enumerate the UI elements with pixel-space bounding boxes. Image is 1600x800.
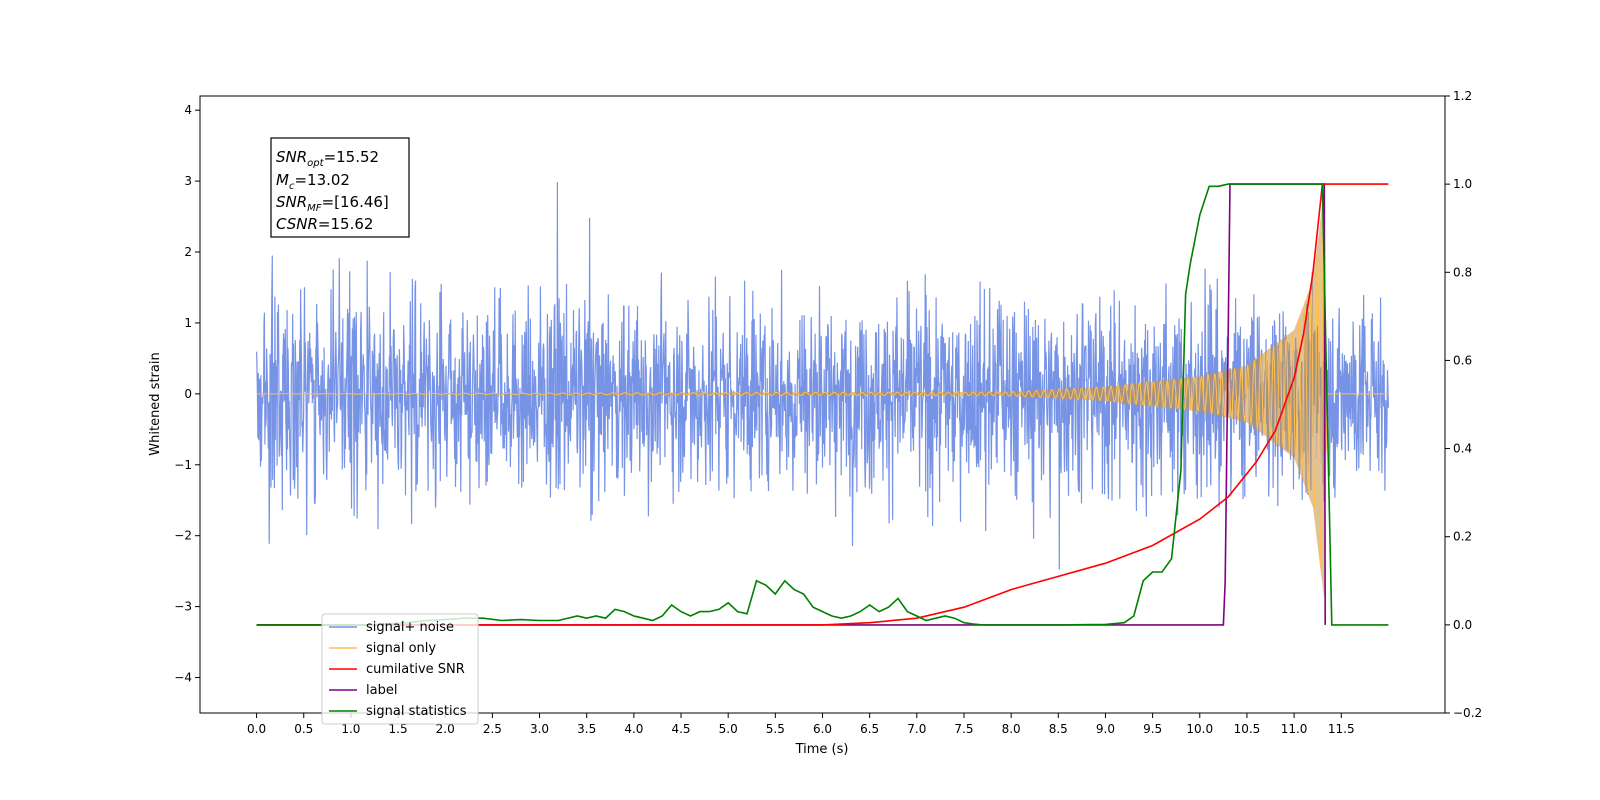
- right-y-tick-label: 1.0: [1453, 177, 1472, 191]
- series-signal-statistics: [256, 183, 1389, 626]
- x-tick-label: 11.0: [1281, 722, 1308, 736]
- legend-label: signal statistics: [366, 704, 467, 719]
- x-tick-label: 3.5: [577, 722, 596, 736]
- left-y-tick-label: 4: [184, 103, 192, 117]
- x-tick-label: 8.0: [1002, 722, 1021, 736]
- legend-label: label: [366, 683, 397, 698]
- x-tick-label: 5.0: [719, 722, 738, 736]
- right-y-tick-label: 0.6: [1453, 353, 1472, 367]
- left-y-tick-label: 3: [184, 174, 192, 188]
- legend-label: signal only: [366, 641, 436, 656]
- series-signal-noise: [256, 181, 1389, 570]
- right-y-tick-label: 0.4: [1453, 442, 1472, 456]
- x-tick-label: 11.5: [1328, 722, 1355, 736]
- left-y-tick-label: −3: [174, 600, 192, 614]
- right-y-axis-ticks: 1.2 1.0 0.8 0.6 0.4 0.2 0.0 −0.2: [1445, 89, 1482, 720]
- right-axis-series: [256, 183, 1389, 626]
- left-y-axis-ticks: 4 3 2 1 0 −1 −2 −3 −4: [174, 103, 200, 685]
- annotation-line-mc: Mc=13.02: [276, 171, 350, 192]
- annotation-box: SNRopt=15.52 Mc=13.02 SNRMF=[16.46] CSNR…: [270, 137, 410, 238]
- x-tick-label: 6.5: [860, 722, 879, 736]
- right-y-tick-label: 0.0: [1453, 618, 1472, 632]
- x-tick-label: 2.0: [436, 722, 455, 736]
- x-tick-label: 6.0: [813, 722, 832, 736]
- x-tick-label: 1.5: [389, 722, 408, 736]
- right-y-tick-label: −0.2: [1453, 706, 1482, 720]
- x-tick-label: 10.0: [1186, 722, 1213, 736]
- left-y-tick-label: −1: [174, 458, 192, 472]
- legend-label: signal+ noise: [366, 620, 454, 635]
- annotation-line-snr-mf: SNRMF=[16.46]: [276, 193, 389, 214]
- right-y-tick-label: 0.2: [1453, 530, 1472, 544]
- plot-area: [256, 181, 1389, 626]
- annotation-line-snr-opt: SNRopt=15.52: [276, 148, 379, 169]
- left-y-tick-label: 2: [184, 245, 192, 259]
- x-tick-label: 3.0: [530, 722, 549, 736]
- series-cumilative-snr: [256, 183, 1389, 626]
- x-tick-label: 1.0: [341, 722, 360, 736]
- x-tick-label: 0.5: [294, 722, 313, 736]
- x-tick-label: 10.5: [1234, 722, 1261, 736]
- legend: signal+ noise signal only cumilative SNR la…: [321, 613, 479, 725]
- right-y-tick-label: 0.8: [1453, 265, 1472, 279]
- x-tick-label: 9.0: [1096, 722, 1115, 736]
- right-y-tick-label: 1.2: [1453, 89, 1472, 103]
- x-tick-label: 9.5: [1143, 722, 1162, 736]
- x-tick-label: 4.0: [624, 722, 643, 736]
- left-y-tick-label: 0: [184, 387, 192, 401]
- x-tick-label: 7.0: [907, 722, 926, 736]
- x-tick-label: 8.5: [1049, 722, 1068, 736]
- legend-label: cumilative SNR: [366, 662, 465, 677]
- annotation-line-csnr: CSNR=15.62: [276, 215, 373, 233]
- x-axis-label: Time (s): [795, 742, 849, 757]
- left-y-tick-label: −4: [174, 671, 192, 685]
- y-axis-label: Whitened strain: [148, 352, 163, 455]
- left-y-tick-label: 1: [184, 316, 192, 330]
- x-tick-label: 0.0: [247, 722, 266, 736]
- x-tick-label: 4.5: [671, 722, 690, 736]
- series-signal-only: [256, 193, 1389, 569]
- left-y-tick-label: −2: [174, 529, 192, 543]
- x-axis-ticks: 0.0 0.5 1.0 1.5 2.0 2.5 3.0 3.5 4.0 4.5 5.0 5.5 6.0 6…: [247, 713, 1355, 736]
- x-tick-label: 2.5: [483, 722, 502, 736]
- x-tick-label: 5.5: [766, 722, 785, 736]
- x-tick-label: 7.5: [954, 722, 973, 736]
